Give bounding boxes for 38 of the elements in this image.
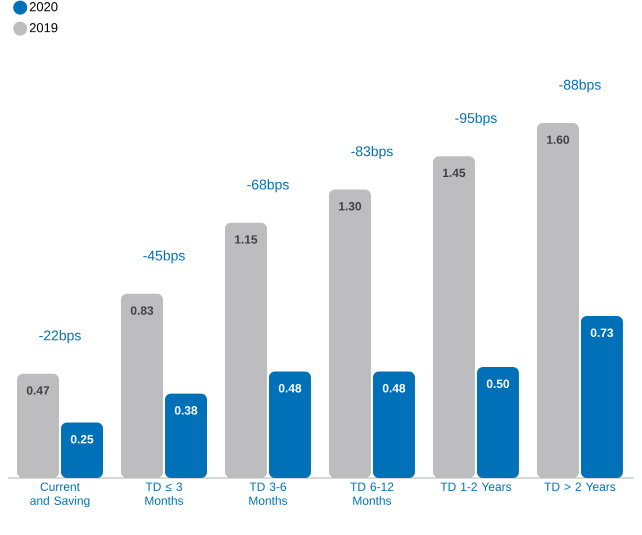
x-tick-label: TD ≤ 3 Months [145,482,184,505]
bar [372,371,415,478]
annotation: -83bps [351,146,393,159]
data-label: 0.25 [70,435,94,444]
annotation: -22bps [39,330,81,344]
data-label: 0.48 [278,384,302,392]
bar [432,156,475,478]
data-label: 1.45 [443,168,466,178]
data-label: 1.15 [235,235,258,244]
annotation: -45bps [143,250,185,264]
data-label: 0.83 [130,306,154,315]
bar [536,122,579,478]
x-tick-label: Current and Saving [30,482,90,508]
annotation: -68bps [247,179,289,192]
data-label: 0.48 [382,384,406,392]
data-label: 1.60 [547,135,570,144]
bar [224,222,267,478]
bar [120,294,163,478]
bar [328,190,371,478]
data-label: 0.50 [486,380,510,388]
bar [61,422,104,478]
legend-label: 2020 [30,2,58,12]
legend-label: 2019 [30,23,58,32]
data-label: 0.73 [590,328,614,338]
x-tick-label: TD 3-6 Months [249,482,288,505]
data-label: 0.38 [174,406,198,415]
bar [164,394,207,478]
bar [268,371,311,478]
annotation: -95bps [455,112,497,126]
text: -88bps [559,79,601,92]
x-tick-label: TD 6-12 Months [350,482,394,505]
x-tick-label: TD > 2 Years [544,482,616,491]
bar [580,316,623,478]
data-label: 1.30 [339,202,362,211]
data-label: 0.47 [26,386,50,395]
bar [17,374,59,478]
bar [476,367,519,478]
x-tick-label: TD 1-2 Years [440,482,512,491]
